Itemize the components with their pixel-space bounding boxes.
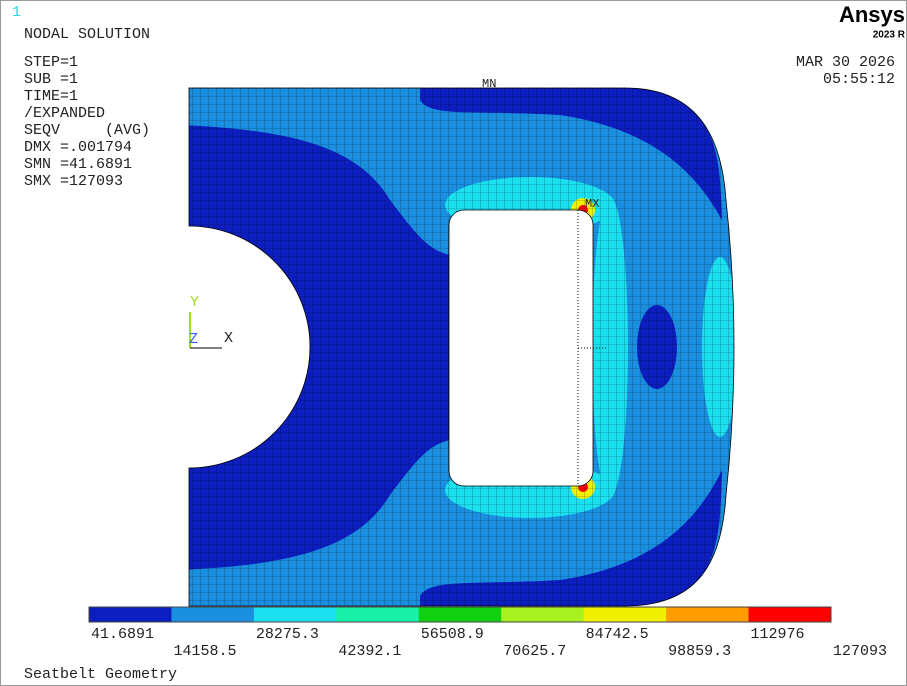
max-marker: MX (585, 197, 599, 211)
header-line: /EXPANDED (24, 105, 105, 122)
legend-swatch (501, 607, 584, 622)
time: 05:55:12 (823, 71, 895, 88)
header-line: SUB =1 (24, 71, 78, 88)
legend-label: 112976 (751, 626, 805, 643)
legend-label: 42392.1 (338, 643, 401, 660)
footer: Seatbelt Geometry (24, 666, 177, 683)
legend-label: 127093 (833, 643, 887, 660)
legend-swatch (419, 607, 502, 622)
brand: Ansys (839, 2, 905, 27)
legend-label: 70625.7 (503, 643, 566, 660)
legend-label: 84742.5 (586, 626, 649, 643)
min-marker: MN (482, 77, 496, 91)
legend-swatch (89, 607, 172, 622)
hole (449, 210, 593, 486)
legend-label: 28275.3 (256, 626, 319, 643)
header-line: DMX =.001794 (24, 139, 132, 156)
header-line: SMN =41.6891 (24, 156, 132, 173)
legend-swatch (666, 607, 749, 622)
legend-label: 98859.3 (668, 643, 731, 660)
legend-swatch (171, 607, 254, 622)
header-line: TIME=1 (24, 88, 78, 105)
triad-label: Z (189, 331, 198, 348)
legend-label: 14158.5 (173, 643, 236, 660)
header-line: STEP=1 (24, 54, 78, 71)
triad-label: Y (190, 294, 199, 311)
legend-swatch (336, 607, 419, 622)
legend-label: 41.6891 (91, 626, 154, 643)
legend-swatch (584, 607, 667, 622)
window-number: 1 (12, 4, 21, 21)
viewport: 1 NODAL SOLUTION STEP=1SUB =1TIME=1/EXPA… (0, 0, 907, 686)
legend-swatch (254, 607, 337, 622)
legend-label: 56508.9 (421, 626, 484, 643)
header-line: SMX =127093 (24, 173, 123, 190)
header-line: SEQV (AVG) (24, 122, 150, 139)
legend-swatch (749, 607, 832, 622)
brand-version: 2023 R (873, 30, 906, 41)
date: MAR 30 2026 (796, 54, 895, 71)
header-title: NODAL SOLUTION (24, 26, 150, 43)
triad-label: X (224, 330, 233, 347)
